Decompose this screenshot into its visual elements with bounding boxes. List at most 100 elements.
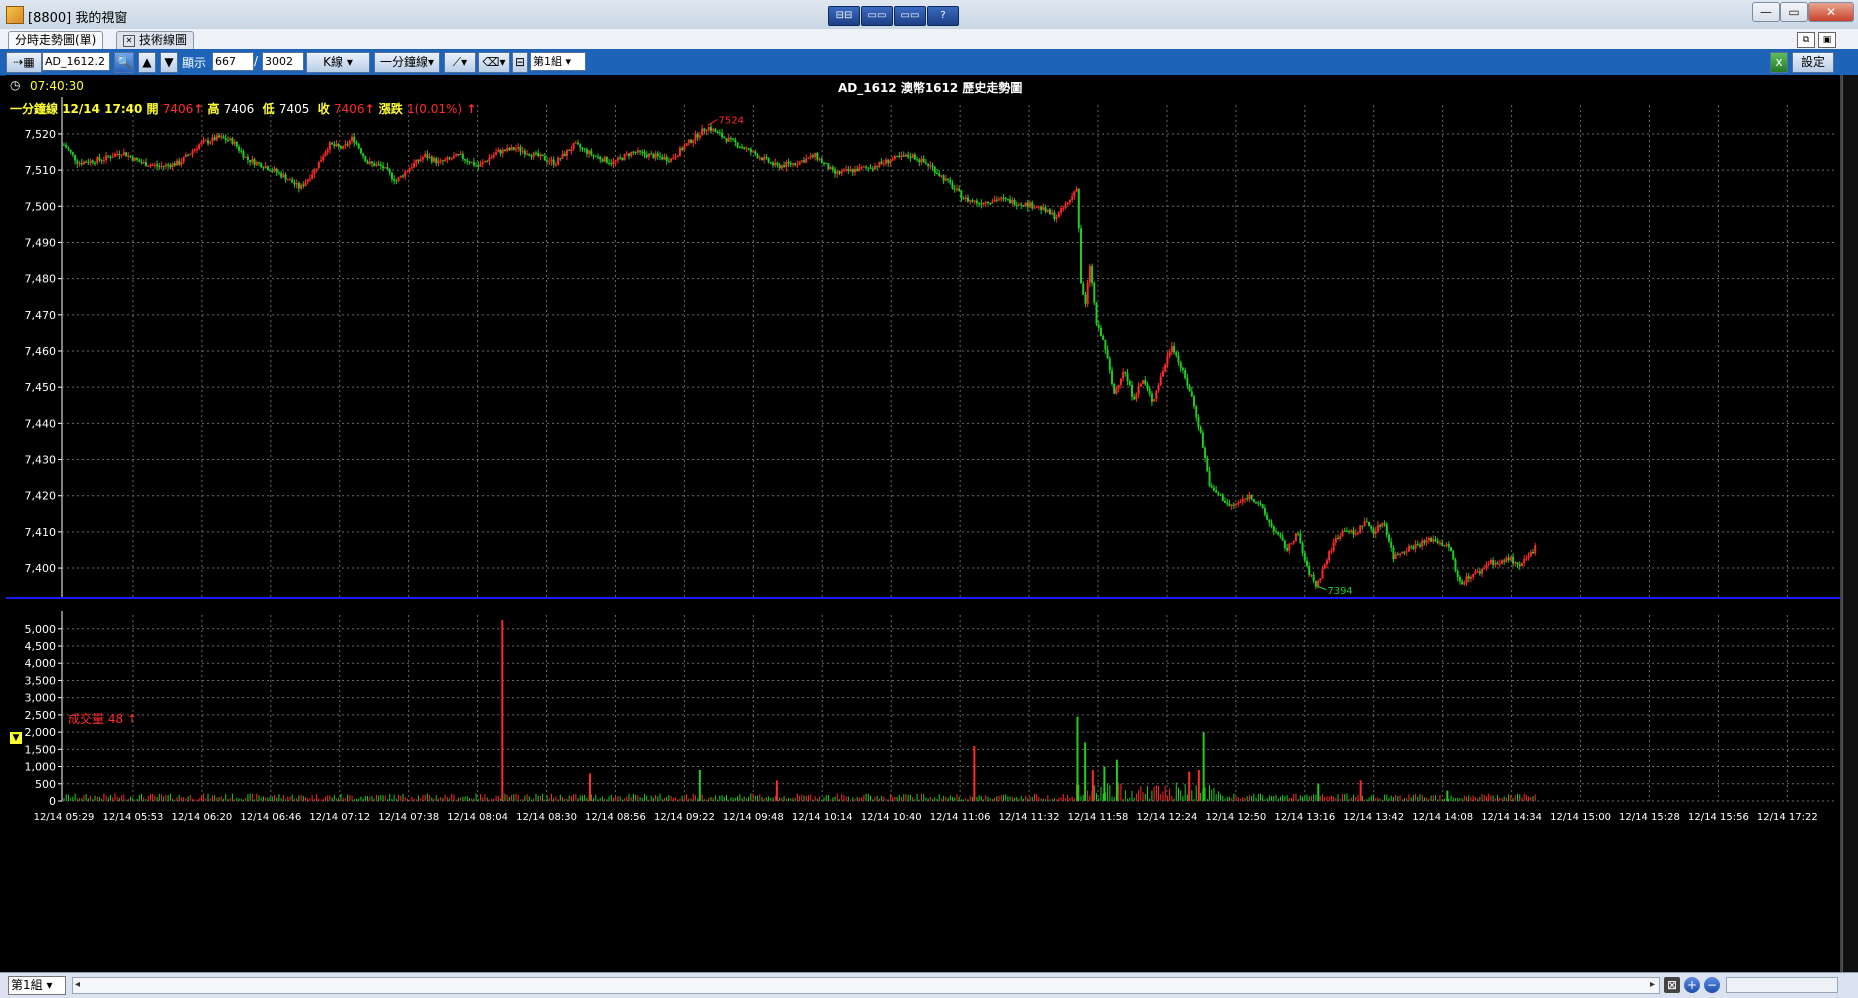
candle-body: [1133, 396, 1136, 400]
volume-tick-label: 0: [49, 795, 56, 808]
candle-body: [1093, 282, 1096, 303]
search-icon[interactable]: 🔍: [114, 52, 134, 73]
candle-body: [718, 132, 721, 134]
candle-body: [1374, 530, 1377, 534]
group-icon[interactable]: ⊟: [512, 52, 528, 73]
candle-body: [707, 127, 710, 131]
horizontal-scrollbar[interactable]: ◂ ▸: [72, 977, 1660, 994]
tab-minute-chart[interactable]: 分時走勢圖(單): [8, 31, 104, 49]
minimize-button[interactable]: —: [1752, 2, 1780, 22]
eraser-icon[interactable]: ⌫▾: [478, 52, 510, 73]
group-select-bottom[interactable]: 第1組 ▾: [8, 976, 66, 995]
chart-area[interactable]: 7,520 7,510 7,500 7,490 7,480 7,470 7,460 7,450…: [6, 75, 1842, 972]
candle-body: [681, 147, 684, 151]
candle-body: [736, 142, 739, 147]
candle-body: [1221, 494, 1224, 501]
dock-window-icon[interactable]: ▣: [1818, 32, 1836, 48]
candle-body: [583, 148, 586, 150]
symbol-select[interactable]: AD_1612.2 ▾: [42, 52, 110, 71]
candle-body: [714, 129, 717, 133]
candle-body: [783, 165, 786, 168]
scroll-right-icon[interactable]: ▸: [1649, 979, 1655, 990]
candle-body: [621, 157, 624, 161]
arrow-down-icon[interactable]: ▼: [160, 52, 178, 73]
scroll-left-icon[interactable]: ◂: [75, 979, 81, 990]
candle-body: [902, 155, 905, 157]
candle-body: [1064, 204, 1067, 209]
candlestick-chart[interactable]: 7,520 7,510 7,500 7,490 7,480 7,470 7,460 7,450…: [6, 75, 1840, 972]
cascade-button[interactable]: ▭▭: [861, 6, 893, 26]
candle-body: [1048, 209, 1051, 215]
change-value: 1(0.01%): [406, 102, 463, 116]
candle-body: [1232, 504, 1235, 506]
display-count-input[interactable]: 667: [212, 52, 254, 71]
candle-body: [1467, 576, 1470, 579]
close-button[interactable]: ✕: [1808, 2, 1854, 22]
fit-icon[interactable]: ⊠: [1664, 977, 1680, 993]
candle-body: [1004, 198, 1007, 200]
price-tick-label: 7,410: [25, 526, 57, 539]
candle-body: [260, 163, 263, 168]
candle-body: [798, 161, 801, 165]
help-button[interactable]: ?: [927, 6, 959, 26]
candle-body: [1106, 349, 1109, 359]
candle-body: [550, 159, 553, 162]
candle-body: [393, 178, 396, 181]
candle-body: [1124, 371, 1127, 374]
layout-button[interactable]: ▭▭: [894, 6, 926, 26]
candle-body: [497, 149, 500, 153]
candle-body: [417, 159, 420, 162]
candle-body: [670, 158, 673, 162]
candle-body: [1430, 537, 1433, 542]
group-select[interactable]: 第1組 ▾: [530, 52, 586, 71]
candle-body: [1128, 381, 1131, 385]
zoom-out-icon[interactable]: −: [1704, 977, 1720, 993]
candle-body: [588, 150, 591, 154]
candle-body: [1084, 294, 1087, 304]
arrow-up-icon[interactable]: ▲: [138, 52, 156, 73]
candle-body: [472, 162, 475, 166]
candle-body: [1487, 563, 1490, 565]
tab-label: 技術線圖: [139, 33, 188, 47]
candle-body: [142, 162, 145, 164]
kline-button[interactable]: K線 ▾: [306, 52, 370, 73]
candle-body: [1361, 525, 1364, 527]
high-value: 7406: [223, 102, 255, 116]
candle-body: [1481, 568, 1484, 574]
candle-body: [519, 146, 522, 152]
candle-body: [882, 163, 885, 165]
zoom-slider[interactable]: [1726, 977, 1838, 993]
candle-body: [1379, 525, 1382, 527]
tile-button[interactable]: ⊟⊟: [828, 6, 860, 26]
candle-body: [528, 154, 531, 156]
settings-button[interactable]: 設定: [1792, 52, 1834, 73]
link-arrow-icon[interactable]: ⇢▦: [6, 52, 42, 73]
total-count-field: 3002: [262, 52, 304, 71]
candle-body: [659, 155, 662, 157]
close-icon[interactable]: ✕: [123, 34, 135, 47]
float-window-icon[interactable]: ⧉: [1797, 32, 1815, 48]
candle-body: [1427, 537, 1430, 541]
maximize-button[interactable]: ▭: [1780, 2, 1808, 22]
candle-body: [91, 160, 94, 163]
excel-export-icon[interactable]: x: [1770, 52, 1788, 73]
candle-body: [1354, 533, 1357, 535]
candle-body: [1175, 352, 1178, 356]
zoom-in-icon[interactable]: +: [1684, 977, 1700, 993]
draw-line-icon[interactable]: ⟋▾: [444, 52, 476, 73]
candle-body: [867, 167, 870, 169]
display-label: 顯示: [182, 56, 207, 70]
candle-body: [486, 161, 489, 163]
candle-body: [339, 146, 342, 149]
candle-body: [173, 163, 176, 166]
candle-body: [1523, 559, 1526, 563]
period-select[interactable]: 一分鐘線▾: [374, 52, 440, 73]
collapse-volume-icon[interactable]: ▼: [10, 732, 22, 744]
right-scrollbar[interactable]: [1842, 75, 1858, 972]
candle-body: [317, 161, 320, 169]
ohlc-info-line: 一分鐘線 12/14 17:40 開 7406↑ 高 7406 低 7405 收…: [10, 100, 476, 117]
tab-technical-chart[interactable]: ✕ 技術線圖: [116, 31, 195, 49]
candle-body: [818, 158, 821, 160]
candle-body: [641, 151, 644, 153]
candle-body: [548, 161, 551, 163]
